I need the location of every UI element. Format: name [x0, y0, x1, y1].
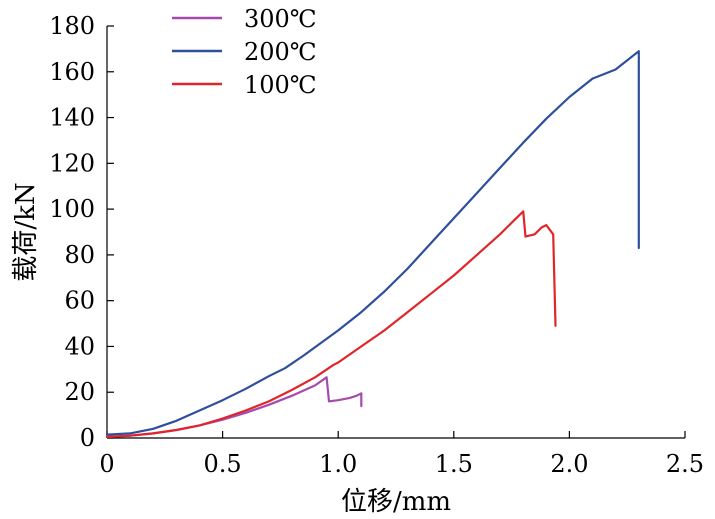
y-tick-label: 20 [64, 378, 95, 406]
legend: 300℃ 200℃ 100℃ [172, 5, 317, 99]
y-tick-label: 140 [49, 104, 95, 132]
x-tick-label: 0 [99, 450, 114, 478]
x-tick-label: 0.5 [204, 450, 242, 478]
legend-label: 300℃ [244, 5, 317, 33]
y-tick-label: 180 [49, 12, 95, 40]
x-tick-label: 2.0 [550, 450, 588, 478]
x-tick-label: 1.0 [319, 450, 357, 478]
series-line [105, 50, 640, 436]
y-tick-label: 160 [49, 58, 95, 86]
x-ticks: 0 0.5 1.0 1.5 2.0 2.5 [99, 431, 704, 478]
y-tick-label: 120 [49, 149, 95, 177]
y-tick-label: 100 [49, 195, 95, 223]
y-tick-label: 80 [64, 241, 95, 269]
series-line [105, 376, 363, 438]
y-tick-label: 60 [64, 287, 95, 315]
axes [106, 26, 685, 439]
x-tick-label: 1.5 [435, 450, 473, 478]
series-lines [105, 50, 640, 438]
y-ticks: 0 20 40 60 80 100 120 140 160 180 [49, 12, 114, 452]
legend-label: 100℃ [244, 71, 317, 99]
legend-label: 200℃ [244, 38, 317, 66]
x-axis-label: 位移/mm [341, 487, 451, 517]
y-tick-label: 0 [80, 424, 95, 452]
y-tick-label: 40 [64, 332, 95, 360]
series-line [105, 210, 557, 438]
x-tick-label: 2.5 [666, 450, 704, 478]
y-axis-label: 载荷/kN [11, 182, 41, 281]
